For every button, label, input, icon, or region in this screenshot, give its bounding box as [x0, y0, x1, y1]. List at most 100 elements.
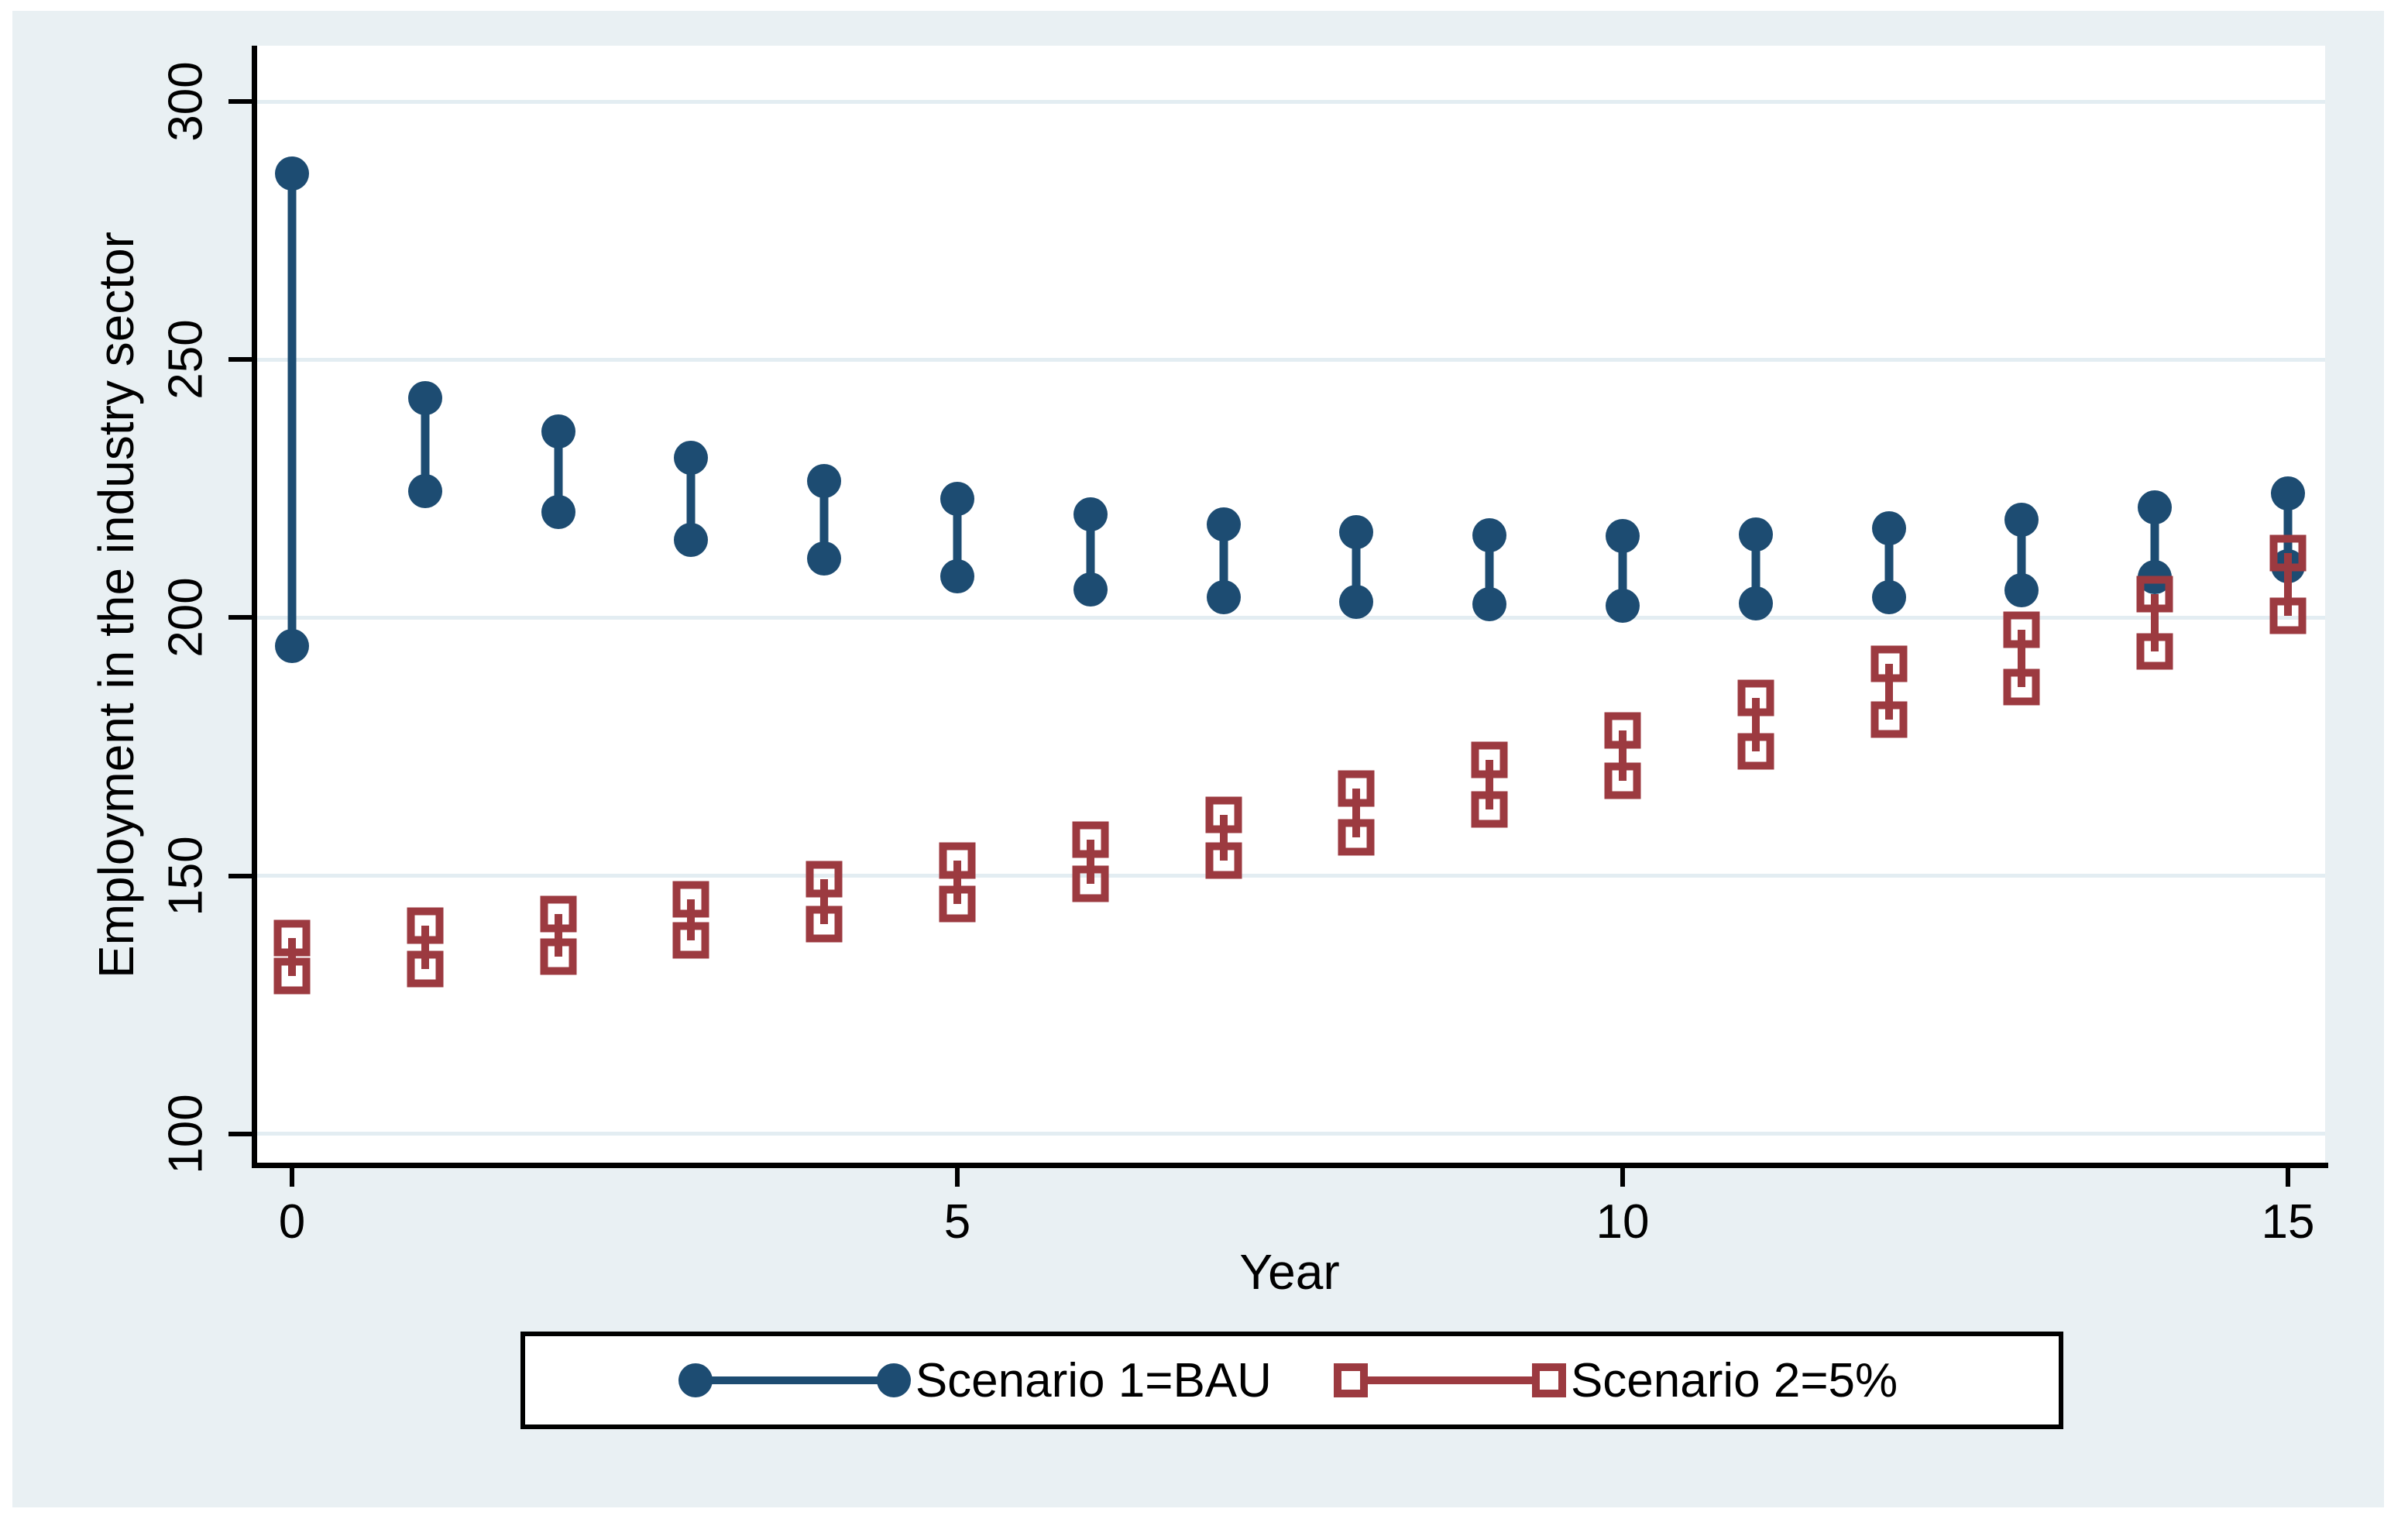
- legend-item-scenario2: Scenario 2=5%: [1333, 1353, 1898, 1408]
- circle-marker-s1-year-4-low: [807, 541, 842, 576]
- square-marker-s2-year-2-low: [540, 938, 577, 975]
- circle-marker-s1-year-4-high: [807, 463, 842, 498]
- range-line-s1-year-6: [1086, 514, 1095, 589]
- circle-marker-s1-year-10-low: [1606, 589, 1640, 624]
- square-marker-s2-year-1-high: [407, 907, 444, 944]
- range-line-s2-year-6: [1086, 839, 1094, 885]
- square-marker-s2-year-9-high: [1471, 741, 1508, 778]
- legend-item-scenario1: Scenario 1=BAU: [678, 1353, 1272, 1408]
- circle-marker-s1-year-6-low: [1073, 572, 1108, 607]
- range-line-s2-year-13: [2018, 629, 2026, 687]
- circle-marker-s1-year-7-high: [1206, 507, 1241, 542]
- x-tick-label-0: 0: [278, 1195, 306, 1249]
- square-marker-s2-year-13-high: [2003, 611, 2040, 648]
- square-marker-s2-year-11-high: [1737, 679, 1774, 717]
- gridline-y-150: [255, 874, 2325, 878]
- y-tick-250: [228, 357, 252, 363]
- x-axis-title: Year: [1239, 1244, 1340, 1300]
- circle-marker-s1-year-1-high: [407, 381, 442, 416]
- square-marker-s2-year-5-low: [939, 885, 976, 923]
- range-line-s2-year-4: [820, 879, 829, 924]
- gridline-y-200: [255, 615, 2325, 620]
- square-marker-s2-year-4-high: [806, 861, 843, 898]
- circle-marker-s1-year-15-high: [2271, 476, 2305, 511]
- square-marker-s2-year-10-high: [1604, 712, 1641, 749]
- range-line-s2-year-9: [1486, 760, 1494, 810]
- square-marker-s2-year-12-high: [1870, 645, 1908, 682]
- range-line-s1-year-9: [1485, 534, 1494, 605]
- square-marker-s2-year-14-high: [2136, 576, 2173, 613]
- circle-marker-s1-year-2-low: [541, 494, 575, 529]
- square-marker-s2-year-7-low: [1205, 842, 1242, 879]
- square-marker-s2-year-10-low: [1604, 762, 1641, 799]
- range-line-s2-year-8: [1352, 788, 1361, 837]
- circle-marker-s1-year-3-low: [674, 523, 709, 558]
- range-line-s2-year-12: [1884, 664, 1893, 720]
- square-marker-s2-year-12-low: [1870, 701, 1908, 738]
- square-marker-s2-year-14-low: [2136, 633, 2173, 670]
- circle-marker-s1-year-11-high: [1738, 517, 1773, 552]
- range-line-s1-year-4: [819, 480, 829, 558]
- square-marker-s2-year-5-high: [939, 842, 976, 879]
- range-line-s2-year-0: [288, 937, 296, 976]
- hollow-square-line-icon: [1333, 1361, 1566, 1400]
- gridline-y-250: [255, 357, 2325, 362]
- circle-marker-s1-year-0-high: [275, 156, 309, 191]
- circle-marker-s1-year-5-high: [940, 482, 974, 517]
- range-line-s2-year-14: [2151, 593, 2159, 652]
- y-tick-label-150: 150: [159, 835, 213, 916]
- square-marker-s2-year-15-low: [2269, 597, 2307, 634]
- range-line-s1-year-2: [554, 431, 563, 512]
- square-marker-s2-year-8-high: [1338, 770, 1375, 807]
- legend-box: Scenario 1=BAU Scenario 2=5%: [520, 1332, 2063, 1429]
- circle-marker-s1-year-12-low: [1871, 579, 1906, 614]
- y-tick-label-300: 300: [159, 61, 213, 142]
- circle-marker-s1-year-13-high: [2004, 502, 2039, 537]
- y-tick-200: [228, 615, 252, 620]
- square-marker-s2-year-7-high: [1205, 796, 1242, 833]
- range-line-s1-year-1: [421, 398, 430, 492]
- range-line-s1-year-13: [2017, 519, 2026, 591]
- legend-label-scenario1: Scenario 1=BAU: [915, 1353, 1272, 1407]
- range-line-s1-year-10: [1618, 536, 1627, 607]
- square-marker-s2-year-0-high: [273, 919, 311, 957]
- plot-area: [255, 46, 2325, 1165]
- circle-marker-s1-year-10-high: [1606, 519, 1640, 554]
- range-line-s2-year-1: [421, 925, 429, 969]
- circle-marker-s1-year-9-high: [1472, 517, 1507, 552]
- x-tick-label-10: 10: [1596, 1195, 1650, 1249]
- x-tick-label-15: 15: [2261, 1195, 2315, 1249]
- x-axis-line: [252, 1163, 2328, 1168]
- circle-marker-s1-year-2-high: [541, 414, 575, 449]
- range-line-s2-year-7: [1219, 814, 1228, 861]
- circle-marker-s1-year-12-high: [1871, 511, 1906, 546]
- range-line-s1-year-8: [1352, 532, 1361, 603]
- square-marker-s2-year-3-low: [672, 922, 709, 959]
- y-tick-150: [228, 873, 252, 878]
- range-line-s1-year-3: [686, 457, 696, 541]
- square-marker-s2-year-2-high: [540, 895, 577, 933]
- square-marker-s2-year-9-low: [1471, 791, 1508, 828]
- square-marker-s2-year-11-low: [1737, 733, 1774, 770]
- y-axis-line: [252, 46, 257, 1168]
- circle-marker-s1-year-9-low: [1472, 587, 1507, 622]
- range-line-s1-year-7: [1219, 524, 1228, 597]
- square-marker-s2-year-1-low: [407, 950, 444, 988]
- y-axis-title: Employment in the industry sector: [88, 232, 144, 978]
- range-line-s2-year-11: [1751, 697, 1760, 751]
- range-line-s1-year-12: [1884, 528, 1894, 597]
- square-marker-s2-year-0-low: [273, 957, 311, 995]
- gridline-y-300: [255, 99, 2325, 104]
- x-tick-label-5: 5: [943, 1195, 971, 1249]
- square-marker-s2-year-4-low: [806, 906, 843, 943]
- range-line-s2-year-15: [2284, 553, 2292, 617]
- square-marker-s2-year-3-high: [672, 881, 709, 918]
- square-marker-s2-year-15-high: [2269, 534, 2307, 572]
- y-tick-label-250: 250: [159, 319, 213, 400]
- gridline-y-100: [255, 1132, 2325, 1136]
- y-tick-label-200: 200: [159, 577, 213, 658]
- circle-marker-s1-year-1-low: [407, 474, 442, 509]
- circle-marker-s1-year-5-low: [940, 559, 974, 594]
- range-line-s2-year-5: [953, 860, 961, 905]
